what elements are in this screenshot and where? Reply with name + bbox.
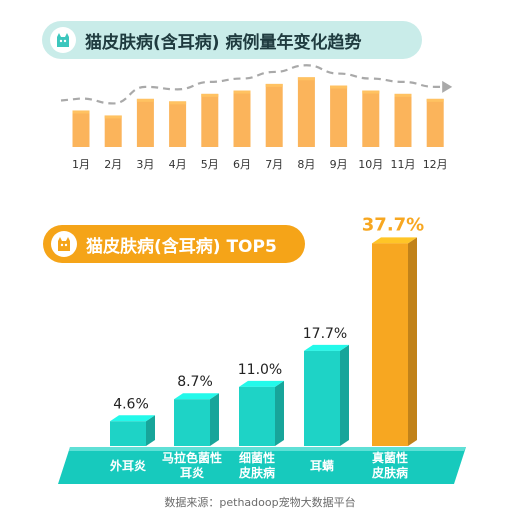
trend-bar	[330, 85, 348, 147]
top5-value-label: 8.7%	[177, 374, 213, 390]
trend-chart: 1月 2月 3月 4月 5月 6月 7月 8月 9月 10月 11月 12月	[60, 64, 453, 171]
trend-bar	[169, 101, 187, 147]
month-label: 11月	[391, 158, 416, 171]
trend-bar	[72, 110, 90, 147]
trend-bar-cap	[72, 110, 90, 114]
top5-value-label: 4.6%	[113, 396, 149, 412]
top5-category-label: 细菌性皮肤病	[238, 450, 275, 480]
trend-bar	[426, 98, 444, 147]
top5-bar-side	[146, 415, 155, 446]
top5-bar-top	[304, 344, 349, 351]
top5-title-pill: 猫皮肤病(含耳病) TOP5	[43, 225, 305, 263]
top5-chart: 4.6% 外耳炎 8.7% 马拉色菌性耳炎 11.0% 细菌性皮肤病 17.7% 耳螨 37.7…	[58, 214, 466, 484]
trend-bar	[265, 83, 283, 147]
top5-category-label: 真菌性皮肤病	[371, 450, 408, 480]
trend-bar-cap	[104, 115, 122, 119]
top5-bar	[239, 386, 275, 446]
top5-bar	[110, 421, 146, 446]
top5-bar	[372, 243, 408, 446]
trend-bar-cap	[362, 90, 380, 94]
top5-bar	[304, 350, 340, 446]
top5-category-label: 耳螨	[310, 458, 334, 473]
trend-bar-cap	[330, 85, 348, 89]
month-label: 7月	[265, 158, 283, 171]
trend-bar-cap	[297, 77, 315, 81]
trend-line	[60, 64, 445, 105]
top5-bar-side	[340, 344, 349, 446]
top5-bar-top	[372, 237, 417, 244]
month-label: 5月	[201, 158, 219, 171]
top5-bar-top	[110, 415, 155, 422]
top5-bar-side	[210, 393, 219, 446]
cat-icon	[51, 231, 77, 257]
trend-bar-cap	[233, 90, 251, 94]
month-label: 9月	[330, 158, 348, 171]
month-label: 10月	[358, 158, 383, 171]
month-label: 3月	[136, 158, 154, 171]
top5-bar-top	[174, 393, 219, 400]
category-base-highlight	[69, 447, 466, 451]
top5-bar	[174, 399, 210, 446]
trend-bar	[104, 115, 122, 147]
trend-bar	[201, 93, 219, 147]
month-label: 4月	[169, 158, 187, 171]
trend-bar	[233, 90, 251, 147]
trend-bar-cap	[201, 93, 219, 97]
top5-category-label: 外耳炎	[110, 458, 146, 473]
cat-icon	[50, 27, 76, 53]
trend-bar	[362, 90, 380, 147]
trend-bar-cap	[394, 93, 412, 97]
top5-chart-title: 猫皮肤病(含耳病) TOP5	[86, 236, 277, 257]
month-label: 8月	[297, 158, 315, 171]
data-source: 数据来源：pethadoop宠物大数据平台	[164, 496, 356, 509]
top5-value-label: 37.7%	[362, 214, 424, 235]
category-base-strip	[58, 447, 466, 484]
top5-category-label: 马拉色菌性耳炎	[162, 450, 222, 480]
month-label: 2月	[104, 158, 122, 171]
trend-bar-cap	[426, 98, 444, 102]
top5-bar-top	[239, 380, 284, 387]
trend-bar	[297, 77, 315, 147]
trend-bar-cap	[169, 101, 187, 105]
top5-bar-side	[408, 237, 417, 446]
top5-bar-side	[275, 380, 284, 446]
month-label: 6月	[233, 158, 251, 171]
trend-arrow-icon	[442, 80, 453, 93]
month-label: 12月	[423, 158, 448, 171]
trend-bar	[394, 93, 412, 147]
month-label: 1月	[72, 158, 90, 171]
top5-value-label: 11.0%	[238, 362, 282, 378]
trend-title-pill: 猫皮肤病(含耳病) 病例量年变化趋势	[42, 21, 422, 59]
trend-bar-cap	[136, 98, 154, 102]
top5-value-label: 17.7%	[303, 326, 347, 342]
trend-bar-cap	[265, 83, 283, 87]
trend-chart-title: 猫皮肤病(含耳病) 病例量年变化趋势	[85, 32, 362, 53]
trend-bar	[136, 98, 154, 147]
